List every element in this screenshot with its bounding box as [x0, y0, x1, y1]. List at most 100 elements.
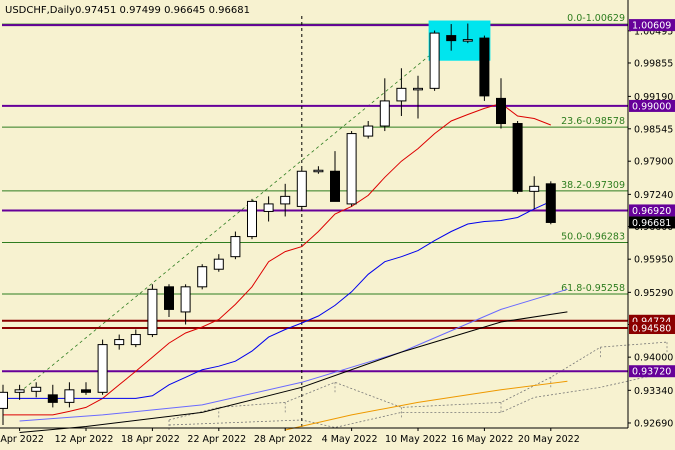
ma-orange-line — [285, 380, 568, 431]
ma-black-line — [19, 311, 568, 433]
bear-candle-body — [164, 286, 174, 310]
fib-level-label: 50.0-0.96283 — [561, 231, 625, 242]
bull-candle-body — [230, 236, 241, 258]
candle — [545, 181, 556, 225]
price-level-tag-label: 1.00609 — [632, 21, 671, 32]
price-level-tag — [629, 204, 675, 217]
price-tick-label: 0.99855 — [634, 58, 673, 69]
time-tick-label: 16 May 2022 — [451, 434, 513, 445]
ma-lightblue-line — [19, 288, 568, 422]
candle — [247, 198, 257, 240]
bull-candle-body — [64, 389, 75, 403]
bull-candle-body — [247, 200, 257, 238]
price-level-tag-label: 0.94724 — [632, 316, 671, 327]
bear-candle-body — [545, 183, 556, 223]
candle — [296, 168, 307, 209]
fib-level-label: 0.0-1.00629 — [567, 13, 625, 24]
bear-candle-body — [81, 389, 91, 393]
time-tick-label: 22 Apr 2022 — [187, 434, 246, 445]
bull-candle-body — [313, 169, 324, 173]
moving-averages — [3, 102, 568, 433]
candle — [213, 254, 224, 272]
bull-candle-body — [263, 203, 274, 212]
price-tick-label: 0.95290 — [634, 288, 673, 299]
bull-candle-body — [462, 39, 473, 42]
fib-trend-line — [19, 23, 469, 393]
bear-candle-body — [446, 35, 457, 42]
candle — [263, 196, 274, 222]
candle — [479, 35, 490, 101]
candle — [313, 166, 324, 174]
candle — [164, 284, 174, 317]
candle — [14, 384, 25, 400]
ma-blue-line — [3, 200, 552, 399]
bear-candle-body — [47, 394, 58, 403]
bear-candle-body — [479, 37, 490, 97]
cloud-upper-line — [168, 341, 668, 421]
bull-candle-body — [396, 87, 407, 102]
candle — [462, 23, 473, 44]
candle — [363, 121, 374, 139]
time-tick-label: 10 May 2022 — [385, 434, 447, 445]
price-level-tag-label: 0.96920 — [632, 206, 671, 217]
horizontal-levels: 0.0-1.00629 23.6-0.98578 38.2-0.97309 50.0-… — [2, 13, 628, 428]
candle — [413, 75, 423, 119]
bull-candle-body — [213, 258, 224, 270]
candle — [496, 78, 506, 129]
bear-candle-body — [496, 97, 506, 125]
bull-candle-body — [280, 195, 291, 205]
price-level-tag-label: 0.96681 — [632, 218, 671, 229]
candle — [230, 231, 241, 260]
bull-candle-body — [363, 125, 374, 137]
time-tick-label: 28 Apr 2022 — [254, 434, 313, 445]
candle — [147, 284, 158, 338]
candle — [379, 78, 390, 132]
price-tick-label: 0.99190 — [634, 92, 673, 103]
cloud-lower-line — [168, 371, 668, 428]
price-tick-label: 0.97900 — [634, 157, 673, 168]
candle — [330, 151, 340, 202]
price-level-tag-label: 0.99000 — [632, 101, 671, 112]
price-level-tag-label: 0.94580 — [632, 324, 671, 335]
ichimoku-cloud — [168, 341, 668, 430]
bull-candle-body — [180, 286, 191, 313]
chart-ohlc: 0.97451 0.97499 0.96645 0.96681 — [75, 5, 250, 16]
bear-candle-body — [330, 170, 340, 202]
price-tick-label: 0.98545 — [634, 124, 673, 135]
bull-candle-body — [296, 170, 307, 207]
price-level-tag — [629, 365, 675, 378]
ma-red-line — [3, 102, 551, 416]
bull-candle-body — [379, 100, 390, 127]
price-tick-label: 0.95950 — [634, 255, 673, 266]
fib-level-label: 23.6-0.98578 — [561, 116, 625, 127]
price-tick-label: 0.92690 — [634, 418, 673, 429]
candle — [114, 334, 125, 350]
candle — [346, 131, 357, 207]
candle — [512, 121, 523, 194]
candle — [0, 384, 8, 425]
price-tick-label: 0.94000 — [634, 353, 673, 364]
candle — [81, 382, 91, 395]
bull-candle-body — [97, 344, 108, 393]
candle — [446, 24, 457, 51]
time-tick-label: 20 May 2022 — [518, 434, 580, 445]
bull-candle-body — [14, 389, 25, 393]
price-level-tag-label: 0.93720 — [632, 367, 671, 378]
candle — [31, 382, 42, 398]
candle — [429, 30, 440, 91]
time-tick-label: 6 Apr 2022 — [0, 434, 44, 445]
candles — [0, 23, 556, 425]
candle — [47, 384, 58, 408]
candle — [64, 382, 75, 408]
bull-candle-body — [529, 185, 540, 192]
candle — [180, 284, 191, 325]
bull-candle-body — [114, 339, 125, 346]
bull-candle-body — [346, 133, 357, 205]
candle — [529, 176, 540, 209]
bear-candle-body — [512, 123, 523, 192]
time-tick-label: 18 Apr 2022 — [121, 434, 180, 445]
price-tick-label: 1.00495 — [634, 26, 673, 37]
time-tick-label: 12 Apr 2022 — [55, 434, 114, 445]
price-level-tag — [629, 19, 675, 32]
